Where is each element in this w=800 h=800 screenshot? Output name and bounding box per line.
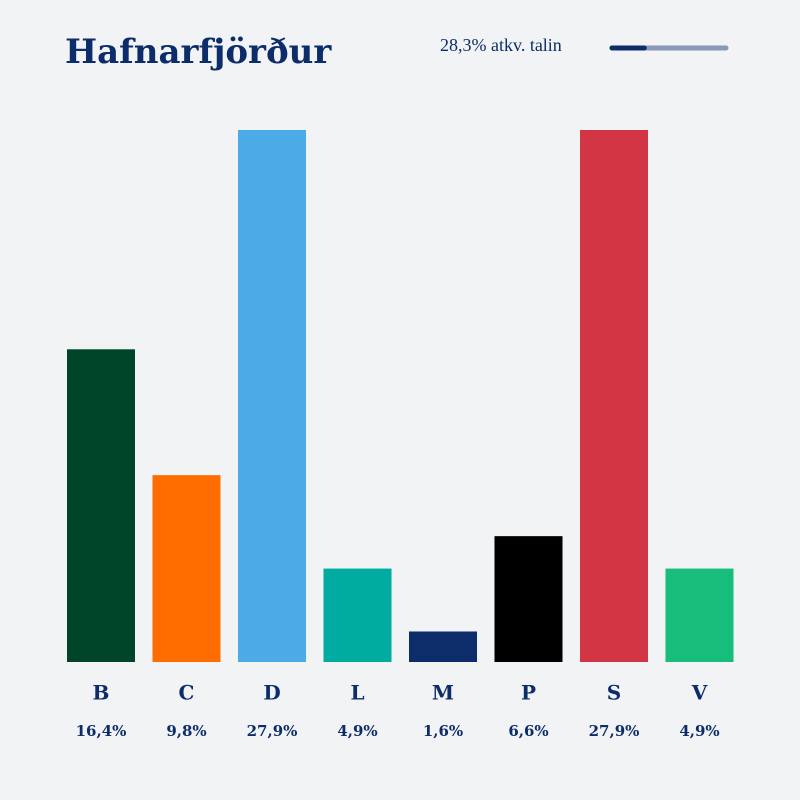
x-tick-label: M (432, 681, 454, 705)
value-label: 4,9% (679, 722, 719, 740)
bar (409, 631, 477, 662)
x-tick-label: P (521, 681, 536, 705)
value-label: 6,6% (508, 722, 548, 740)
x-tick-label: C (179, 681, 195, 705)
bar (580, 130, 648, 662)
chart-title: Hafnarfjörður (65, 32, 332, 72)
bar (67, 349, 135, 662)
value-label: 27,9% (247, 722, 298, 740)
bar (238, 130, 306, 662)
value-label: 9,8% (166, 722, 206, 740)
x-tick-label: L (350, 681, 364, 705)
value-label: 4,9% (337, 722, 377, 740)
bar (665, 568, 734, 662)
progress-label: 28,3% atkv. talin (440, 35, 562, 55)
value-label: 27,9% (589, 722, 640, 740)
value-label: 16,4% (76, 722, 127, 740)
value-label: 1,6% (423, 722, 463, 740)
x-tick-label: S (607, 681, 621, 705)
x-tick-label: B (93, 681, 110, 705)
x-tick-label: V (691, 681, 708, 705)
bar (152, 475, 221, 662)
bar (494, 536, 563, 662)
bar (323, 568, 392, 662)
x-tick-label: D (263, 681, 280, 705)
